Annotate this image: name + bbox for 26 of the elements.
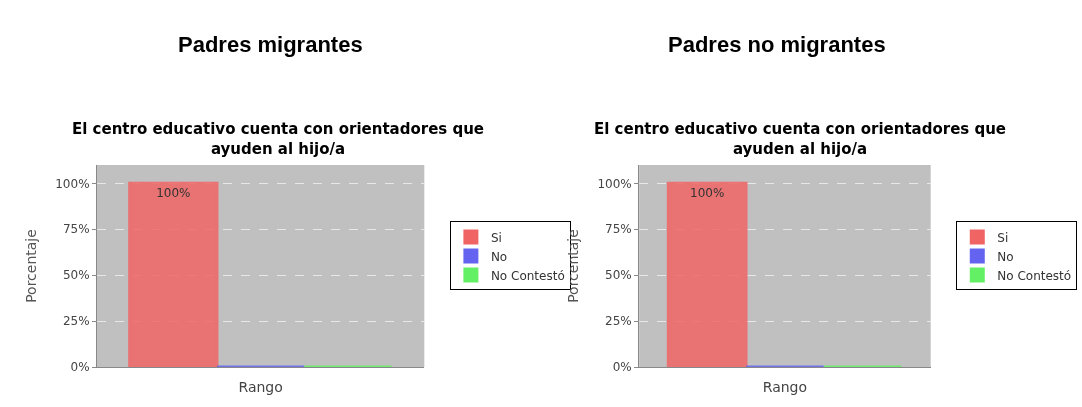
y-axis-title: Porcentaje <box>565 229 582 303</box>
y-tick-label: 0% <box>70 360 90 375</box>
y-tick-label: 75% <box>605 222 632 237</box>
x-axis-title: Rango <box>238 379 283 396</box>
legend-label: Si <box>997 230 1009 245</box>
y-tick-label: 100% <box>55 176 90 191</box>
data-label: 100% <box>690 186 725 201</box>
y-tick-label: 100% <box>597 176 632 191</box>
y-tick-label: 0% <box>612 360 632 375</box>
legend-label: No <box>490 249 508 264</box>
legend-label: Si <box>490 230 502 245</box>
chart-subtitle: El centro educativo cuenta con orientadores que ayuden al hijo/a <box>594 120 1007 158</box>
y-axis-title: Porcentaje <box>22 229 39 303</box>
legend-label: No Contestó <box>490 268 565 283</box>
chart-title: Padres migrantes <box>178 32 363 57</box>
y-tick-label: 75% <box>62 222 90 237</box>
y-tick-label: 25% <box>605 314 632 329</box>
chart-title: Padres no migrantes <box>668 32 886 57</box>
data-label: 100% <box>156 186 191 201</box>
x-axis-title: Rango <box>762 379 808 396</box>
legend-label: No Contestó <box>997 268 1072 283</box>
y-tick-label: 25% <box>62 314 90 329</box>
y-tick-label: 50% <box>62 268 90 283</box>
y-tick-label: 50% <box>605 268 632 283</box>
chart-subtitle: El centro educativo cuenta con orientadores que ayuden al hijo/a <box>72 120 485 158</box>
legend-label: No <box>997 249 1014 264</box>
